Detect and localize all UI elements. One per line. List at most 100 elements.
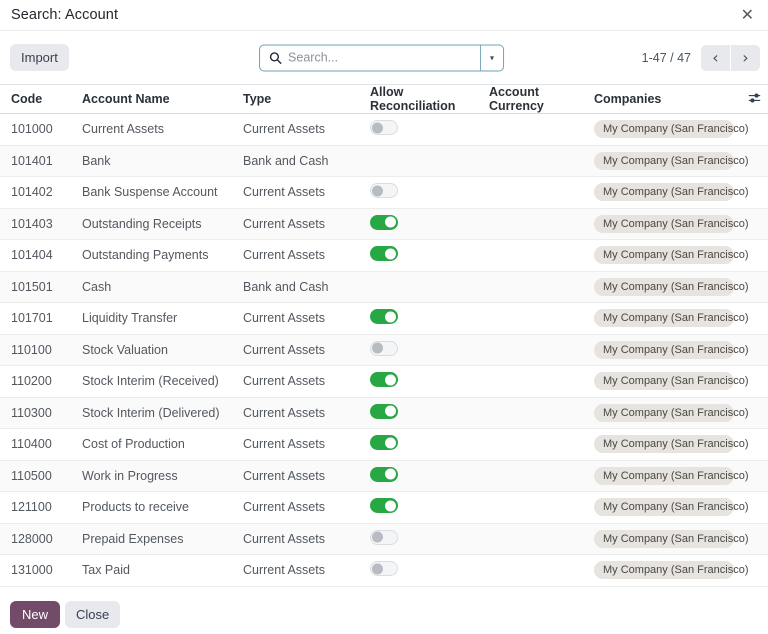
column-header-account-currency[interactable]: Account Currency — [489, 84, 594, 114]
column-header-companies[interactable]: Companies — [594, 84, 740, 114]
toggle-knob — [385, 311, 396, 323]
cell-companies: My Company (San Francisco) — [594, 208, 749, 240]
company-badge: My Company (San Francisco) — [594, 498, 749, 517]
table-row[interactable]: 110300 Stock Interim (Delivered) Current… — [0, 397, 768, 429]
reconciliation-toggle[interactable] — [370, 498, 398, 514]
table-row[interactable]: 101401 Bank Bank and Cash My Company (Sa… — [0, 145, 768, 177]
cell-code: 131000 — [11, 563, 53, 578]
cell-allow-reconciliation — [370, 492, 489, 524]
pager-range: 1-47 / 47 — [641, 50, 691, 65]
cell-account-currency — [489, 492, 594, 524]
table-row[interactable]: 128000 Prepaid Expenses Current Assets M… — [0, 523, 768, 555]
cell-type: Current Assets — [243, 311, 325, 326]
cell-companies: My Company (San Francisco) — [594, 555, 749, 587]
cell-companies: My Company (San Francisco) — [594, 366, 749, 398]
dialog-header: Search: Account ✕ — [0, 0, 768, 31]
page-title: Search: Account — [11, 7, 119, 23]
search-dropdown-toggle[interactable]: ▾ — [480, 45, 503, 70]
cell-allow-reconciliation — [370, 240, 489, 272]
table-row[interactable]: 101000 Current Assets Current Assets My … — [0, 114, 768, 146]
reconciliation-toggle[interactable] — [370, 435, 398, 451]
cell-allow-reconciliation — [370, 303, 489, 335]
cell-account-currency — [489, 397, 594, 429]
cell-account-currency — [489, 303, 594, 335]
table-row[interactable]: 110100 Stock Valuation Current Assets My… — [0, 334, 768, 366]
accounts-table: Code Account Name Type Allow Reconciliat… — [0, 84, 768, 587]
cell-allow-reconciliation — [370, 460, 489, 492]
column-header-allow-reconciliation[interactable]: Allow Reconciliation — [370, 84, 489, 114]
cell-companies: My Company (San Francisco) — [594, 492, 749, 524]
cell-account-name: Products to receive — [82, 500, 189, 515]
reconciliation-toggle[interactable] — [370, 466, 398, 482]
reconciliation-toggle[interactable] — [370, 214, 398, 230]
close-button[interactable]: Close — [65, 600, 121, 628]
table-row[interactable]: 101404 Outstanding Payments Current Asse… — [0, 240, 768, 272]
cell-allow-reconciliation — [370, 271, 489, 303]
cell-account-currency — [489, 460, 594, 492]
cell-allow-reconciliation — [370, 397, 489, 429]
reconciliation-toggle[interactable] — [370, 183, 398, 199]
table-row[interactable]: 110400 Cost of Production Current Assets… — [0, 429, 768, 461]
reconciliation-toggle[interactable] — [370, 372, 398, 388]
toggle-knob — [372, 122, 383, 134]
column-options-icon[interactable] — [740, 84, 768, 114]
company-badge: My Company (San Francisco) — [594, 340, 749, 359]
toggle-knob — [385, 405, 396, 417]
company-badge: My Company (San Francisco) — [594, 561, 749, 580]
table-row[interactable]: 110200 Stock Interim (Received) Current … — [0, 366, 768, 398]
cell-type: Current Assets — [243, 405, 325, 420]
cell-code: 101404 — [11, 248, 53, 263]
cell-type: Bank and Cash — [243, 279, 329, 294]
table-row[interactable]: 101402 Bank Suspense Account Current Ass… — [0, 177, 768, 209]
reconciliation-toggle[interactable] — [370, 340, 398, 356]
import-button[interactable]: Import — [10, 44, 69, 71]
caret-down-icon: ▾ — [490, 53, 495, 62]
table-row[interactable]: 131000 Tax Paid Current Assets My Compan… — [0, 555, 768, 587]
reconciliation-toggle[interactable] — [370, 309, 398, 325]
cell-account-name: Bank — [82, 153, 111, 168]
cell-allow-reconciliation — [370, 177, 489, 209]
pager-next-button[interactable]: › — [731, 44, 760, 71]
table-row[interactable]: 101501 Cash Bank and Cash My Company (Sa… — [0, 271, 768, 303]
column-header-code[interactable]: Code — [0, 84, 82, 114]
close-icon[interactable]: ✕ — [737, 5, 758, 25]
reconciliation-toggle[interactable] — [370, 529, 398, 545]
cell-account-name: Outstanding Payments — [82, 248, 209, 263]
cell-code: 110300 — [11, 405, 52, 420]
cell-account-currency — [489, 240, 594, 272]
reconciliation-toggle[interactable] — [370, 561, 398, 577]
search-input[interactable] — [288, 50, 481, 65]
cell-account-name: Stock Interim (Received) — [82, 374, 219, 389]
cell-code: 110100 — [11, 342, 52, 357]
cell-allow-reconciliation — [370, 145, 489, 177]
cell-companies: My Company (San Francisco) — [594, 177, 749, 209]
cell-allow-reconciliation — [370, 523, 489, 555]
cell-type: Current Assets — [243, 500, 325, 515]
cell-companies: My Company (San Francisco) — [594, 397, 749, 429]
cell-allow-reconciliation — [370, 208, 489, 240]
reconciliation-toggle[interactable] — [370, 246, 398, 262]
reconciliation-toggle[interactable] — [370, 403, 398, 419]
cell-account-name: Stock Valuation — [82, 342, 168, 357]
toggle-knob — [385, 437, 396, 449]
company-badge: My Company (San Francisco) — [594, 435, 749, 454]
cell-account-currency — [489, 145, 594, 177]
pager-buttons: ‹ › — [701, 44, 760, 71]
cell-allow-reconciliation — [370, 429, 489, 461]
pager-previous-button[interactable]: ‹ — [701, 44, 730, 71]
toggle-knob — [385, 500, 396, 512]
table-row[interactable]: 121100 Products to receive Current Asset… — [0, 492, 768, 524]
column-header-type[interactable]: Type — [243, 84, 370, 114]
cell-type: Current Assets — [243, 468, 325, 483]
toggle-knob — [372, 342, 383, 354]
cell-account-name: Current Assets — [82, 122, 164, 137]
table-row[interactable]: 110500 Work in Progress Current Assets M… — [0, 460, 768, 492]
company-badge: My Company (San Francisco) — [594, 309, 749, 328]
table-row[interactable]: 101701 Liquidity Transfer Current Assets… — [0, 303, 768, 335]
column-header-account-name[interactable]: Account Name — [82, 84, 243, 114]
new-button[interactable]: New — [10, 600, 61, 628]
cell-allow-reconciliation — [370, 114, 489, 146]
reconciliation-toggle[interactable] — [370, 120, 398, 136]
table-row[interactable]: 101403 Outstanding Receipts Current Asse… — [0, 208, 768, 240]
cell-account-name: Stock Interim (Delivered) — [82, 405, 220, 420]
